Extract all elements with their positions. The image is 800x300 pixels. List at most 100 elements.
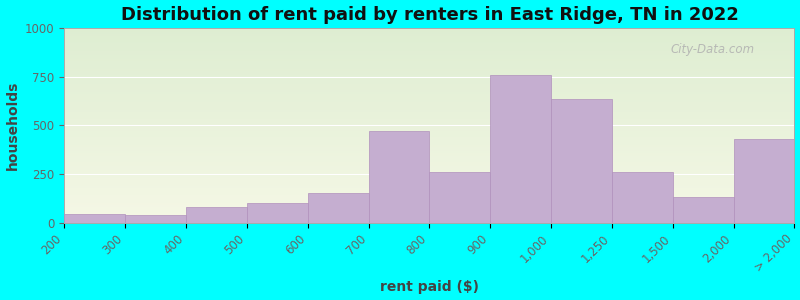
Bar — [65, 143, 794, 145]
Bar — [65, 96, 794, 98]
Bar — [65, 84, 794, 86]
Bar — [65, 41, 794, 44]
Bar — [65, 38, 794, 40]
Bar — [65, 129, 794, 131]
Bar — [65, 71, 794, 73]
Bar — [65, 217, 794, 219]
Bar — [65, 157, 794, 158]
Bar — [65, 30, 794, 32]
Bar — [65, 67, 794, 69]
Bar — [65, 61, 794, 63]
Bar — [65, 168, 794, 170]
Bar — [65, 166, 794, 168]
Bar — [65, 201, 794, 203]
Bar — [65, 118, 794, 119]
Bar — [65, 28, 794, 30]
Bar — [65, 174, 794, 176]
Bar — [490, 75, 551, 223]
Bar — [65, 205, 794, 207]
Bar — [65, 44, 794, 45]
Bar — [65, 94, 794, 96]
Bar — [65, 200, 794, 201]
Bar — [65, 137, 794, 139]
Bar — [65, 92, 794, 94]
Bar — [65, 86, 794, 88]
Bar — [65, 139, 794, 141]
Bar — [65, 182, 794, 184]
Text: City-Data.com: City-Data.com — [670, 44, 754, 56]
Bar — [65, 147, 794, 149]
X-axis label: rent paid ($): rent paid ($) — [380, 280, 479, 294]
Bar — [65, 209, 794, 211]
Bar — [65, 219, 794, 221]
Bar — [612, 172, 673, 223]
Bar — [65, 51, 794, 53]
Bar — [65, 108, 794, 110]
Bar — [65, 119, 794, 122]
Bar — [65, 80, 794, 83]
Bar — [65, 116, 794, 118]
Bar — [65, 203, 794, 205]
Bar — [65, 135, 794, 137]
Bar — [65, 75, 794, 76]
Bar — [65, 145, 794, 147]
Bar — [247, 203, 308, 223]
Bar — [65, 88, 794, 90]
Bar — [65, 110, 794, 112]
Bar — [430, 172, 490, 223]
Bar — [65, 63, 794, 65]
Bar — [65, 122, 794, 123]
Bar — [65, 149, 794, 151]
Bar — [65, 192, 794, 194]
Bar — [65, 176, 794, 178]
Bar — [65, 32, 794, 34]
Bar — [65, 125, 794, 127]
Bar — [65, 59, 794, 61]
Bar — [65, 57, 794, 59]
Bar — [65, 45, 794, 47]
Bar — [65, 214, 126, 223]
Bar — [65, 213, 794, 215]
Bar — [65, 76, 794, 79]
Bar — [65, 133, 794, 135]
Bar — [186, 207, 247, 223]
Bar — [65, 69, 794, 71]
Bar — [65, 164, 794, 166]
Y-axis label: households: households — [6, 81, 19, 170]
Bar — [65, 196, 794, 197]
Bar — [65, 73, 794, 75]
Bar — [65, 154, 794, 157]
Bar — [65, 178, 794, 180]
Bar — [65, 114, 794, 116]
Bar — [308, 193, 369, 223]
Bar — [65, 221, 794, 223]
Bar — [65, 186, 794, 188]
Bar — [65, 215, 794, 217]
Bar — [65, 162, 794, 164]
Bar — [551, 99, 612, 223]
Bar — [65, 102, 794, 104]
Title: Distribution of rent paid by renters in East Ridge, TN in 2022: Distribution of rent paid by renters in … — [121, 6, 738, 24]
Bar — [65, 104, 794, 106]
Bar — [65, 40, 794, 41]
Bar — [65, 90, 794, 92]
Bar — [65, 55, 794, 57]
Bar — [65, 180, 794, 182]
Bar — [65, 100, 794, 102]
Bar — [65, 160, 794, 162]
Bar — [65, 141, 794, 143]
Bar — [369, 131, 430, 223]
Bar — [126, 215, 186, 223]
Bar — [65, 47, 794, 49]
Bar — [65, 65, 794, 67]
Bar — [65, 82, 794, 84]
Bar — [65, 131, 794, 133]
Bar — [65, 98, 794, 100]
Bar — [65, 112, 794, 114]
Bar — [65, 49, 794, 51]
Bar — [65, 153, 794, 154]
Bar — [65, 170, 794, 172]
Bar — [65, 184, 794, 186]
Bar — [65, 79, 794, 80]
Bar — [65, 123, 794, 125]
